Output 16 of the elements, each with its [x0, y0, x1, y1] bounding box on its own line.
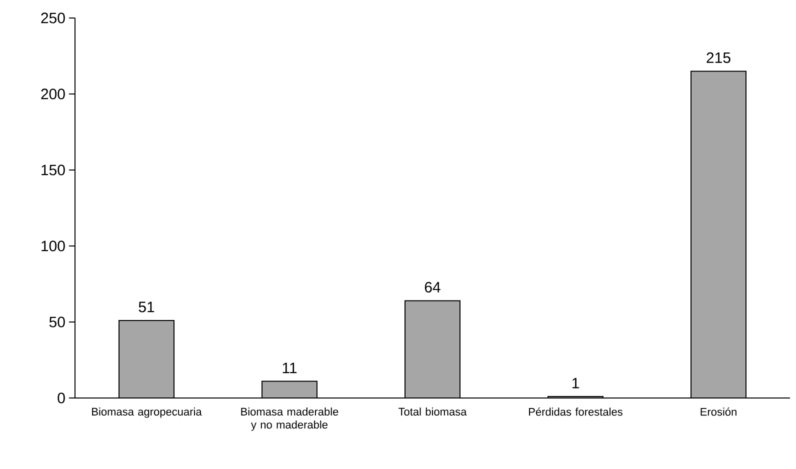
x-tick-label: Total biomasa	[398, 408, 467, 416]
y-tick-label: 250	[41, 12, 65, 24]
data-label: 64	[424, 282, 440, 293]
y-tick-label: 150	[42, 164, 65, 176]
data-label: 215	[706, 52, 730, 63]
y-tick-label: 0	[58, 392, 65, 404]
data-label: 51	[138, 302, 154, 312]
y-tick-label: 50	[49, 316, 65, 328]
x-tick-label: Biomasa agropecuaria	[92, 408, 202, 418]
data-label: 11	[282, 362, 297, 374]
data-label: 1	[572, 378, 579, 388]
y-tick-label: 100	[42, 240, 65, 252]
x-tick-label: Pérdidas forestales	[529, 408, 622, 416]
y-tick-label: 200	[41, 88, 65, 100]
x-tick-label: Biomasa maderable y no maderable	[241, 408, 338, 431]
x-tick-label: Erosión	[700, 408, 736, 416]
